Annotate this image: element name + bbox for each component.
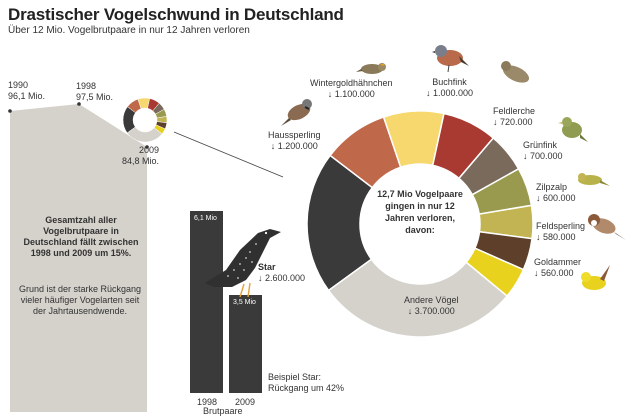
page-subtitle: Über 12 Mio. Vogelbrutpaare in nur 12 Ja… [8,25,250,36]
slice-label-name: Zilpzalp [536,182,568,192]
slice-label-name: Haussperling [268,130,321,140]
trend-note: Grund ist der starke Rückgang vieler häu… [18,284,142,316]
star-bar-2009 [229,295,262,393]
buchfink-bird-icon [432,45,469,73]
slice-label-value: ↓ 720.000 [493,117,533,127]
slice-label-value: ↓ 1.100.000 [327,89,375,99]
trend-point-1990 [8,109,12,113]
trend-year-1998: 1998 [76,81,97,91]
slice-label-value: ↓ 3.700.000 [407,306,455,316]
trend-value-2009: 84,8 Mio. [122,156,160,166]
slice-label-name: Andere Vögel [404,295,459,305]
slice-label: Feldsperling ↓ 580.000 [536,221,585,243]
slice-label-name: Feldsperling [536,221,586,231]
trend-label-1998: 1998 97,5 Mio. [76,81,113,103]
slice-label: Feldlerche ↓ 720.000 [493,106,535,128]
trend-note-bold: Gesamtzahl aller Vogelbrutpaare in Deuts… [23,215,139,258]
star-caption-line2: Rückgang um 42% [268,383,345,393]
slice-label-value: ↓ 580.000 [536,232,576,242]
trend-value-1998: 97,5 Mio. [76,92,114,102]
mini-slice-9 [126,126,163,143]
star-year-2009: 2009 [235,397,256,407]
slice-label-name: Star [258,262,276,272]
star-year-1998: 1998 [197,397,218,407]
haussperling-bird-icon [281,99,312,126]
slice-label-value: ↓ 600.000 [536,193,576,203]
slice-label-value: ↓ 1.200.000 [270,141,318,151]
wintergoldhaehnchen-bird-icon [356,63,386,74]
slice-label: Goldammer ↓ 560.000 [534,257,581,279]
star-bar-label-1998: 6,1 Mio [194,215,217,222]
slice-label-name: Feldlerche [493,106,536,116]
page-title: Drastischer Vogelschwund in Deutschland [8,5,344,24]
slice-label-value: ↓ 700.000 [523,151,563,161]
star-caption-line1: Beispiel Star: [268,372,322,382]
star-bar-1998 [190,211,223,393]
feldlerche-bird-icon [501,61,536,92]
slice-label: Zilpzalp ↓ 600.000 [536,182,576,204]
trend-area [10,104,147,412]
slice-label-name: Wintergoldhähnchen [310,78,393,88]
slice-label-name: Grünfink [523,140,558,150]
trend-point-1998 [77,102,81,106]
slice-label: Haussperling ↓ 1.200.000 [268,130,321,152]
star-caption: Beispiel Star: Rückgang um 42% [268,372,344,394]
slice-label-value: ↓ 1.000.000 [426,88,474,98]
trend-point-2009 [145,145,149,149]
slice-label-value: ↓ 2.600.000 [258,273,306,283]
donut-slice-9 [327,258,509,338]
zilpzalp-bird-icon [578,173,610,186]
star-bird-icon [196,229,281,298]
zoom-connector-line [173,131,284,178]
slice-label-name: Goldammer [534,257,582,267]
trend-label-2009: 2009 84,8 Mio. [122,145,159,167]
star-bar-label-2009: 3,5 Mio [233,299,256,306]
slice-label: Grünfink ↓ 700.000 [523,140,563,162]
slice-label: Wintergoldhähnchen ↓ 1.100.000 [310,78,393,100]
donut-slice-0 [306,154,374,292]
slice-label: Star ↓ 2.600.000 [258,262,305,284]
slice-label: Andere Vögel ↓ 3.700.000 [404,295,459,317]
trend-year-2009: 2009 [139,145,160,155]
donut-center-text: 12,7 Mio Vogelpaare gingen in nur 12 Jah… [377,189,463,235]
slice-label-value: ↓ 560.000 [534,268,574,278]
trend-year-1990: 1990 [8,80,29,90]
slice-label-name: Buchfink [432,77,467,87]
slice-label: Buchfink ↓ 1.000.000 [426,77,473,99]
trend-label-1990: 1990 96,1 Mio. [8,80,45,102]
gruenfink-bird-icon [558,117,588,142]
goldammer-bird-icon [581,265,610,290]
trend-value-1990: 96,1 Mio. [8,91,46,101]
star-axis-caption: Brutpaare [203,406,243,416]
feldsperling-bird-icon [588,214,626,240]
